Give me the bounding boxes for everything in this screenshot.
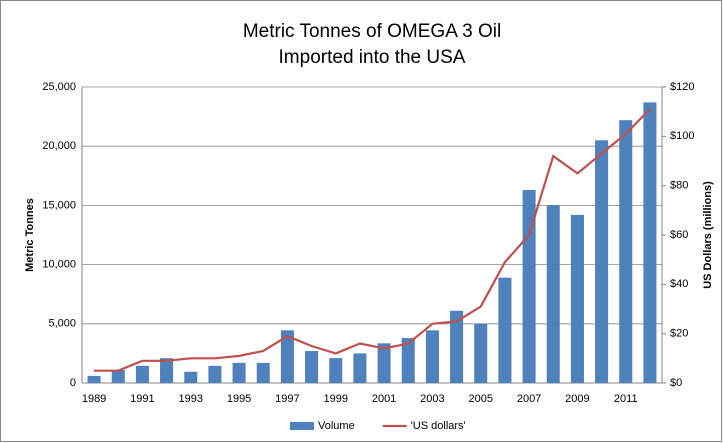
bar (425, 330, 439, 383)
y-tick-label: 5,000 (48, 318, 76, 330)
bar (595, 140, 609, 383)
y-tick-label: 20,000 (42, 140, 76, 152)
bar (401, 338, 415, 383)
x-tick-label: 1999 (324, 393, 348, 405)
y-tick-label: 10,000 (42, 259, 76, 271)
line (94, 108, 651, 372)
bar (643, 102, 657, 383)
bar (160, 358, 174, 383)
chart-title: Metric Tonnes of OMEGA 3 Oil (243, 21, 501, 42)
x-tick-label: 2011 (614, 393, 638, 405)
legend-label: Volume (318, 420, 355, 432)
y-tick-label: 25,000 (42, 81, 76, 93)
bar (498, 277, 512, 383)
y-tick-label: 15,000 (42, 199, 76, 211)
x-tick-label: 2007 (517, 393, 541, 405)
bar (256, 362, 270, 383)
x-tick-label: 1995 (227, 393, 251, 405)
x-tick-label: 1993 (179, 393, 203, 405)
bar (305, 351, 319, 383)
x-tick-label: 2003 (420, 393, 444, 405)
chart-title: Imported into the USA (279, 47, 466, 68)
bar (280, 330, 294, 383)
y-tick-label: 0 (70, 377, 76, 389)
bar (570, 214, 584, 383)
legend-swatch (290, 422, 314, 430)
x-tick-label: 2005 (469, 393, 493, 405)
y2-tick-label: $40 (670, 278, 688, 290)
bar (87, 375, 101, 383)
y2-tick-label: $120 (670, 81, 694, 93)
x-tick-label: 1991 (130, 393, 154, 405)
bar (450, 310, 464, 383)
bar (353, 353, 367, 383)
y2-tick-label: $0 (670, 377, 682, 389)
y2-tick-label: $60 (670, 229, 688, 241)
bar (546, 205, 560, 383)
x-tick-label: 1989 (82, 393, 106, 405)
y2-tick-label: $80 (670, 180, 688, 192)
bar (135, 365, 149, 383)
bar (619, 120, 633, 383)
y2-axis-label: US Dollars (millions) (702, 181, 714, 289)
x-tick-label: 2009 (565, 393, 589, 405)
x-tick-label: 2001 (372, 393, 396, 405)
y2-tick-label: $20 (670, 328, 688, 340)
bar (377, 343, 391, 383)
y2-tick-label: $100 (670, 130, 694, 142)
bar (329, 358, 343, 383)
x-tick-label: 1997 (275, 393, 299, 405)
bar (184, 371, 198, 383)
y-axis-label: Metric Tonnes (24, 198, 36, 272)
bar (474, 323, 488, 383)
bar (208, 365, 222, 383)
bar (111, 369, 125, 383)
legend-label: 'US dollars' (411, 420, 466, 432)
bar (232, 362, 246, 383)
